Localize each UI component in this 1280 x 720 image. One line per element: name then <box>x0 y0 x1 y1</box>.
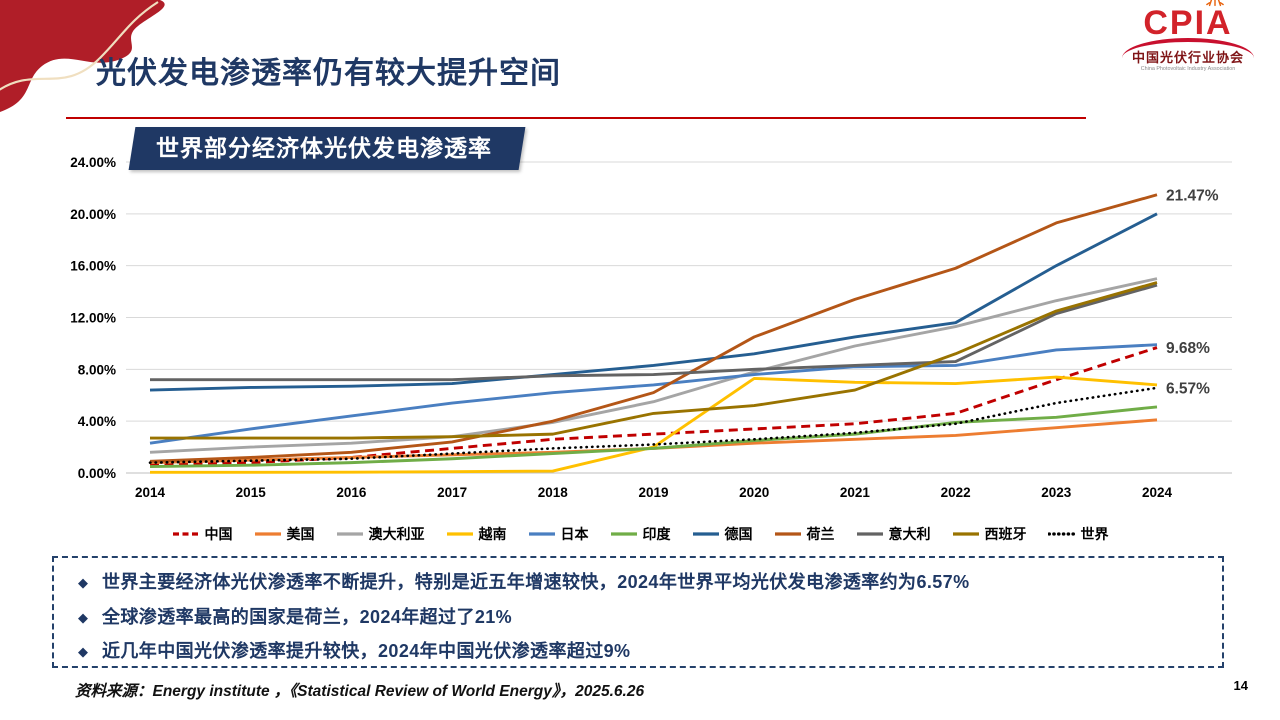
legend-swatch <box>610 532 637 536</box>
chart-title-banner: 世界部分经济体光伏发电渗透率 <box>128 127 526 170</box>
series-line-西班牙 <box>150 281 1158 440</box>
legend-swatch <box>856 532 883 536</box>
source-citation: 资料来源：Energy institute ，《Statistical Revi… <box>75 683 645 700</box>
line-chart: 0.00% 4.00% 8.00% 12.00% 16.00% 20.00% 24.00% 2… <box>70 155 1232 500</box>
cpia-logo: CPIA 中国光伏行业协会 China Photovoltaic Industr… <box>1118 0 1258 72</box>
bullet-text: 全球渗透率最高的国家是荷兰，2024年超过了21% <box>102 606 513 627</box>
y-axis-tick-label: 16.00% <box>70 259 116 274</box>
page-number: 14 <box>1233 678 1248 693</box>
y-axis-tick-label: 8.00% <box>78 362 116 377</box>
sun-icon <box>1206 0 1225 7</box>
y-axis-tick-label: 0.00% <box>78 466 116 481</box>
bullet-text: 世界主要经济体光伏渗透率不断提升，特别是近五年增速较快，2024年世界平均光伏发… <box>102 572 970 592</box>
title-underline <box>66 117 1086 119</box>
logo-acronym: CPIA <box>1143 0 1232 40</box>
y-axis-tick-label: 20.00% <box>70 207 116 222</box>
x-axis-tick-label: 2023 <box>1041 485 1072 500</box>
legend-swatch <box>172 532 199 536</box>
legend-label: 世界 <box>1080 526 1109 542</box>
data-label: 21.47% <box>1166 187 1219 204</box>
bullet-item: ◆ 近几年中国光伏渗透率提升较快，2024年中国光伏渗透率超过9% <box>72 637 1204 663</box>
legend-label: 荷兰 <box>806 526 835 542</box>
legend-item-印度: 印度 <box>610 524 671 544</box>
legend-label: 德国 <box>724 526 753 542</box>
corner-decoration <box>0 0 165 112</box>
diamond-bullet-icon: ◆ <box>78 575 88 590</box>
x-axis-tick-label: 2014 <box>135 485 166 500</box>
legend-item-美国: 美国 <box>254 524 315 544</box>
y-axis-tick-label: 24.00% <box>70 155 116 170</box>
chart-legend: 中国 美国 澳大利亚 越南 日本 印度 德国 荷兰 意大利 西班牙 世界 <box>70 524 1210 544</box>
legend-item-德国: 德国 <box>692 524 753 544</box>
legend-label: 美国 <box>286 526 315 542</box>
series-line-日本 <box>149 343 1158 445</box>
legend-label: 西班牙 <box>984 526 1027 542</box>
logo-name-en: China Photovoltaic Industry Association <box>1140 66 1236 72</box>
series-line-意大利 <box>150 283 1158 382</box>
logo-name-cn: 中国光伏行业协会 <box>1131 50 1244 65</box>
x-axis-tick-label: 2016 <box>336 485 367 500</box>
legend-item-荷兰: 荷兰 <box>774 524 835 544</box>
legend-swatch <box>1047 532 1076 536</box>
legend-swatch <box>254 532 281 536</box>
legend-label: 日本 <box>560 526 589 542</box>
chart-title: 世界部分经济体光伏发电渗透率 <box>156 135 492 161</box>
x-axis-tick-label: 2022 <box>941 485 971 500</box>
legend-swatch <box>774 532 801 536</box>
page-title: 光伏发电渗透率仍有较大提升空间 <box>96 57 561 90</box>
series-line-印度 <box>149 405 1158 468</box>
legend-item-越南: 越南 <box>446 524 507 544</box>
summary-box: ◆ 世界主要经济体光伏渗透率不断提升，特别是近五年增速较快，2024年世界平均光… <box>52 556 1224 668</box>
legend-swatch <box>446 532 473 536</box>
legend-swatch <box>528 532 555 536</box>
bullet-item: ◆ 世界主要经济体光伏渗透率不断提升，特别是近五年增速较快，2024年世界平均光… <box>72 568 1204 594</box>
legend-swatch <box>336 532 363 536</box>
y-axis-tick-label: 4.00% <box>78 414 116 429</box>
bullet-text: 近几年中国光伏渗透率提升较快，2024年中国光伏渗透率超过9% <box>102 641 631 661</box>
legend-swatch <box>692 532 719 536</box>
x-axis-tick-label: 2020 <box>739 485 769 500</box>
diamond-bullet-icon: ◆ <box>78 609 88 625</box>
legend-label: 意大利 <box>888 526 931 542</box>
x-axis-tick-label: 2017 <box>437 485 467 500</box>
diamond-bullet-icon: ◆ <box>78 644 88 659</box>
x-axis-tick-label: 2015 <box>236 485 267 500</box>
legend-label: 印度 <box>642 526 671 542</box>
bullet-item: ◆ 全球渗透率最高的国家是荷兰，2024年超过了21% <box>72 603 1204 629</box>
legend-item-日本: 日本 <box>528 524 589 544</box>
logo-arc <box>1122 38 1254 58</box>
y-axis-tick-label: 12.00% <box>70 311 116 326</box>
legend-swatch <box>952 532 979 536</box>
legend-label: 澳大利亚 <box>368 526 425 542</box>
legend-label: 中国 <box>204 526 233 542</box>
x-axis-tick-label: 2021 <box>840 485 871 500</box>
legend-item-世界: 世界 <box>1047 524 1109 544</box>
x-axis-tick-label: 2018 <box>538 485 569 500</box>
series-line-澳大利亚 <box>149 277 1158 454</box>
series-line-世界 <box>148 386 1159 464</box>
legend-item-澳大利亚: 澳大利亚 <box>336 524 425 544</box>
data-label: 6.57% <box>1166 380 1210 397</box>
legend-item-意大利: 意大利 <box>856 524 931 544</box>
x-axis-tick-label: 2024 <box>1142 485 1173 500</box>
series-line-德国 <box>149 212 1158 392</box>
legend-label: 越南 <box>478 526 507 542</box>
legend-item-中国: 中国 <box>172 524 233 544</box>
x-axis-tick-label: 2019 <box>638 485 668 500</box>
data-label: 9.68% <box>1166 340 1210 357</box>
series-line-荷兰 <box>149 193 1158 463</box>
legend-item-西班牙: 西班牙 <box>952 524 1027 544</box>
